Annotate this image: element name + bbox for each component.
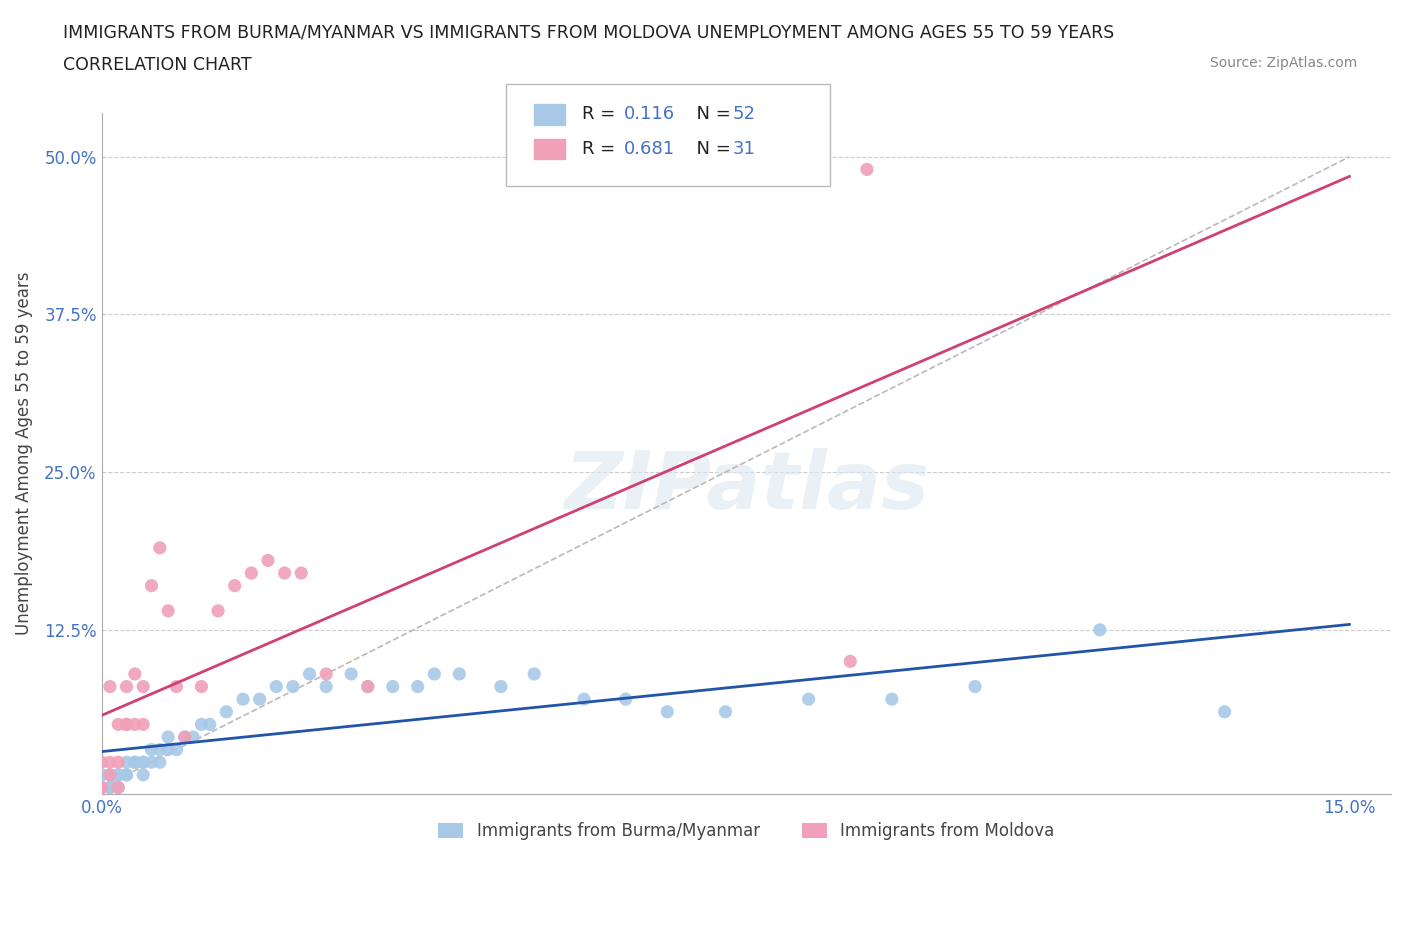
Point bbox=[489, 679, 512, 694]
Point bbox=[315, 667, 337, 682]
Point bbox=[141, 755, 163, 770]
Point bbox=[115, 755, 138, 770]
Point bbox=[124, 667, 146, 682]
Point bbox=[90, 780, 112, 795]
Point bbox=[714, 704, 737, 719]
Point bbox=[124, 755, 146, 770]
Text: 0.681: 0.681 bbox=[624, 140, 675, 158]
Point bbox=[107, 780, 129, 795]
Point bbox=[965, 679, 987, 694]
Point bbox=[90, 780, 112, 795]
Text: N =: N = bbox=[685, 140, 737, 158]
Point bbox=[181, 729, 204, 744]
Point bbox=[132, 755, 155, 770]
Point bbox=[107, 755, 129, 770]
Point bbox=[273, 565, 295, 580]
Point bbox=[115, 717, 138, 732]
Point bbox=[98, 767, 121, 782]
Point bbox=[340, 667, 363, 682]
Point bbox=[149, 742, 172, 757]
Point bbox=[290, 565, 312, 580]
Point bbox=[157, 742, 180, 757]
Point bbox=[149, 540, 172, 555]
Point bbox=[115, 767, 138, 782]
Point bbox=[90, 780, 112, 795]
Point bbox=[839, 654, 862, 669]
Point bbox=[207, 604, 229, 618]
Point bbox=[249, 692, 271, 707]
Point bbox=[107, 767, 129, 782]
Text: R =: R = bbox=[582, 105, 621, 124]
Point bbox=[449, 667, 471, 682]
Point bbox=[357, 679, 380, 694]
Point bbox=[173, 729, 195, 744]
Point bbox=[98, 679, 121, 694]
Point bbox=[257, 553, 280, 568]
Point bbox=[157, 729, 180, 744]
Point bbox=[132, 717, 155, 732]
Text: 31: 31 bbox=[733, 140, 755, 158]
Point bbox=[1213, 704, 1236, 719]
Point bbox=[107, 780, 129, 795]
Text: 52: 52 bbox=[733, 105, 755, 124]
Point bbox=[572, 692, 595, 707]
Point bbox=[124, 755, 146, 770]
Point bbox=[215, 704, 238, 719]
Point bbox=[149, 755, 172, 770]
Point bbox=[157, 604, 180, 618]
Point bbox=[298, 667, 321, 682]
Text: 0.116: 0.116 bbox=[624, 105, 675, 124]
Point bbox=[240, 565, 263, 580]
Point bbox=[797, 692, 820, 707]
Point bbox=[190, 679, 212, 694]
Point bbox=[856, 162, 879, 177]
Point bbox=[141, 578, 163, 593]
Point bbox=[523, 667, 546, 682]
Point bbox=[115, 767, 138, 782]
Text: N =: N = bbox=[685, 105, 737, 124]
Point bbox=[115, 679, 138, 694]
Point bbox=[232, 692, 254, 707]
Point bbox=[98, 755, 121, 770]
Point bbox=[224, 578, 246, 593]
Point bbox=[880, 692, 903, 707]
Point bbox=[173, 729, 195, 744]
Point bbox=[107, 767, 129, 782]
Text: R =: R = bbox=[582, 140, 621, 158]
Point bbox=[90, 755, 112, 770]
Point bbox=[107, 717, 129, 732]
Point bbox=[124, 717, 146, 732]
Point bbox=[357, 679, 380, 694]
Point bbox=[266, 679, 288, 694]
Point bbox=[141, 742, 163, 757]
Point bbox=[315, 679, 337, 694]
Point bbox=[115, 717, 138, 732]
Text: IMMIGRANTS FROM BURMA/MYANMAR VS IMMIGRANTS FROM MOLDOVA UNEMPLOYMENT AMONG AGES: IMMIGRANTS FROM BURMA/MYANMAR VS IMMIGRA… bbox=[63, 23, 1115, 41]
Point bbox=[98, 767, 121, 782]
Text: Source: ZipAtlas.com: Source: ZipAtlas.com bbox=[1209, 56, 1357, 70]
Point bbox=[90, 780, 112, 795]
Point bbox=[166, 679, 188, 694]
Point bbox=[132, 767, 155, 782]
Point bbox=[1088, 622, 1111, 637]
Point bbox=[166, 742, 188, 757]
Y-axis label: Unemployment Among Ages 55 to 59 years: Unemployment Among Ages 55 to 59 years bbox=[15, 272, 32, 635]
Point bbox=[132, 755, 155, 770]
Point bbox=[90, 767, 112, 782]
Point bbox=[198, 717, 221, 732]
Text: ZIPatlas: ZIPatlas bbox=[564, 448, 929, 526]
Point bbox=[132, 679, 155, 694]
Legend: Immigrants from Burma/Myanmar, Immigrants from Moldova: Immigrants from Burma/Myanmar, Immigrant… bbox=[432, 816, 1060, 846]
Point bbox=[381, 679, 404, 694]
Point bbox=[98, 780, 121, 795]
Point bbox=[614, 692, 637, 707]
Point bbox=[281, 679, 304, 694]
Point bbox=[190, 717, 212, 732]
Point bbox=[423, 667, 446, 682]
Point bbox=[657, 704, 679, 719]
Point bbox=[98, 780, 121, 795]
Point bbox=[406, 679, 429, 694]
Text: CORRELATION CHART: CORRELATION CHART bbox=[63, 56, 252, 73]
